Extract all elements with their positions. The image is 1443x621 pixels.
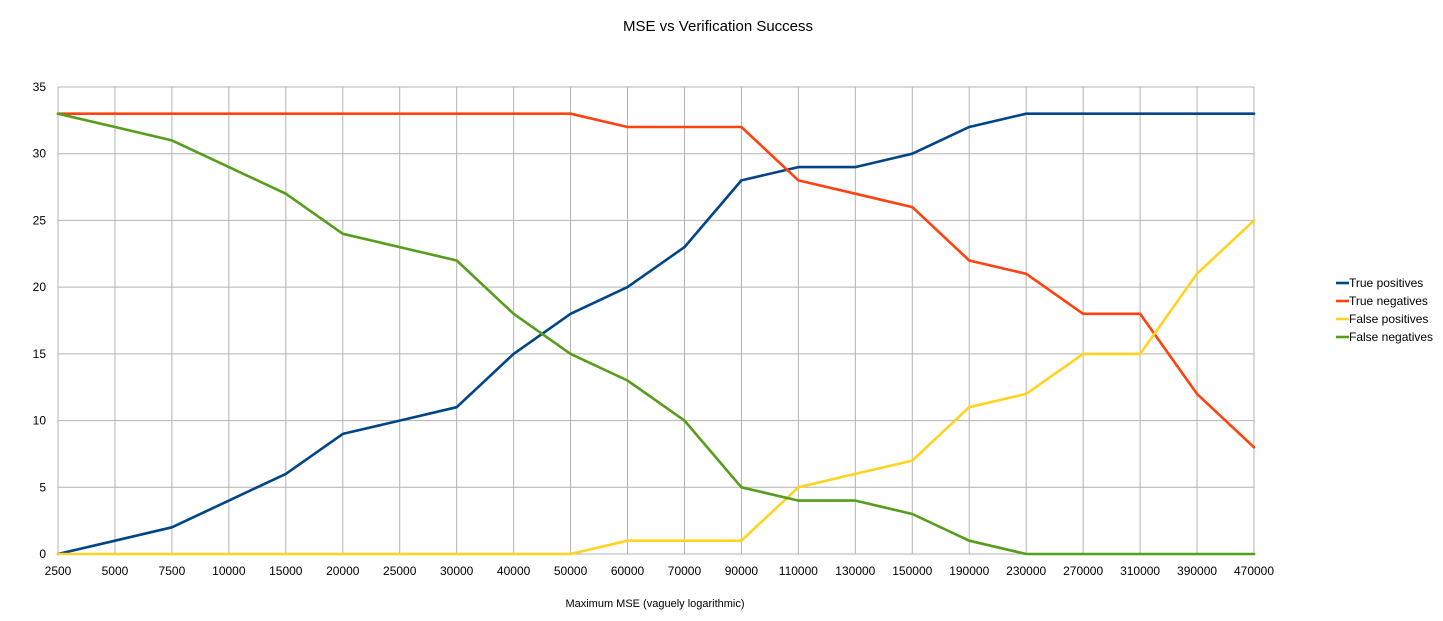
x-tick-label: 390000 bbox=[1177, 564, 1217, 578]
legend: True positives True negatives False positi… bbox=[1336, 276, 1433, 344]
x-tick-label: 40000 bbox=[497, 564, 531, 578]
x-tick-label: 50000 bbox=[554, 564, 588, 578]
y-tick-label: 20 bbox=[33, 280, 47, 294]
x-axis-ticks: 2500 5000 7500 10000 15000 20000 25000 30000 400… bbox=[45, 564, 1275, 578]
x-tick-label: 2500 bbox=[45, 564, 72, 578]
y-tick-label: 5 bbox=[39, 480, 46, 494]
y-tick-label: 35 bbox=[33, 80, 47, 94]
chart-title: MSE vs Verification Success bbox=[623, 18, 813, 35]
legend-label-true-positives: True positives bbox=[1349, 276, 1423, 290]
x-tick-label: 25000 bbox=[383, 564, 417, 578]
legend-label-true-negatives: True negatives bbox=[1349, 294, 1428, 308]
x-tick-label: 7500 bbox=[159, 564, 186, 578]
y-tick-label: 10 bbox=[33, 414, 47, 428]
x-tick-label: 5000 bbox=[102, 564, 129, 578]
y-axis-ticks: 0 5 10 15 20 25 30 35 bbox=[33, 80, 47, 561]
x-axis-label: Maximum MSE (vaguely logarithmic) bbox=[565, 598, 744, 610]
series-lines bbox=[56, 112, 1256, 556]
x-tick-label: 30000 bbox=[440, 564, 474, 578]
y-tick-label: 0 bbox=[39, 547, 46, 561]
x-tick-label: 90000 bbox=[725, 564, 759, 578]
y-tick-label: 30 bbox=[33, 147, 47, 161]
y-tick-label: 25 bbox=[33, 213, 47, 227]
x-tick-label: 130000 bbox=[835, 564, 875, 578]
x-tick-label: 150000 bbox=[892, 564, 932, 578]
series-line-false-positives bbox=[56, 219, 1256, 556]
x-tick-label: 60000 bbox=[611, 564, 645, 578]
x-tick-label: 310000 bbox=[1120, 564, 1160, 578]
legend-label-false-negatives: False negatives bbox=[1349, 330, 1433, 344]
series-line-true-positives bbox=[56, 112, 1256, 556]
series-line-false-negatives bbox=[56, 112, 1256, 556]
x-tick-label: 270000 bbox=[1063, 564, 1103, 578]
series-line-true-negatives bbox=[56, 112, 1256, 449]
x-tick-label: 15000 bbox=[269, 564, 303, 578]
x-tick-label: 470000 bbox=[1234, 564, 1274, 578]
x-tick-label: 70000 bbox=[668, 564, 702, 578]
x-tick-label: 230000 bbox=[1006, 564, 1046, 578]
x-tick-label: 190000 bbox=[949, 564, 989, 578]
x-tick-label: 110000 bbox=[779, 564, 818, 578]
legend-label-false-positives: False positives bbox=[1349, 312, 1428, 326]
x-tick-label: 10000 bbox=[212, 564, 246, 578]
x-tick-label: 20000 bbox=[326, 564, 360, 578]
y-tick-label: 15 bbox=[33, 347, 47, 361]
grid bbox=[57, 86, 1255, 555]
